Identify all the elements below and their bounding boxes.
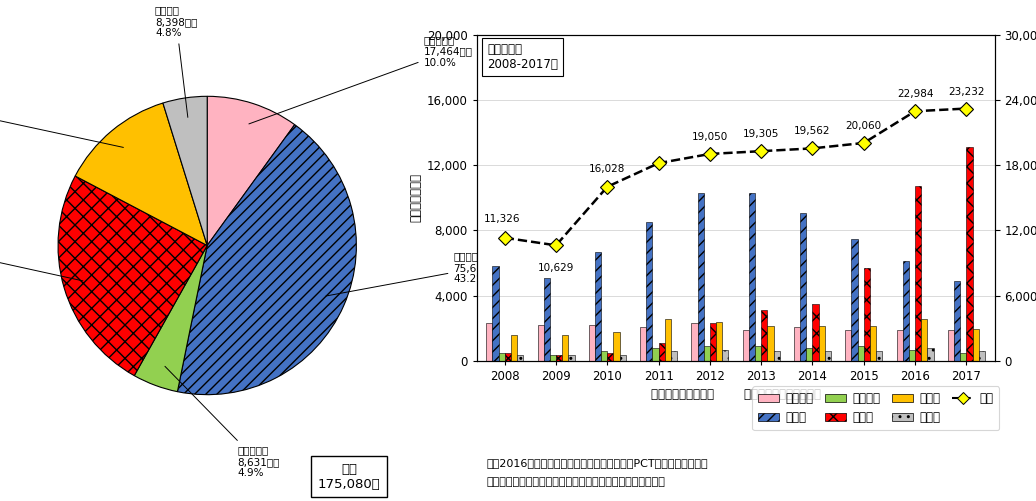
Bar	[806, 348, 812, 361]
Wedge shape	[135, 245, 207, 392]
Bar	[671, 351, 678, 361]
Bar	[870, 326, 876, 361]
Bar	[544, 278, 550, 361]
Text: 中国籍，
43,041件，
24.6%: 中国籍， 43,041件， 24.6%	[0, 236, 83, 281]
Bar	[864, 268, 870, 361]
Bar	[595, 252, 601, 361]
Bar	[979, 351, 985, 361]
Text: 米国籍，
75,678件，
43.2%: 米国籍， 75,678件， 43.2%	[326, 252, 502, 296]
Text: 16,028: 16,028	[589, 164, 626, 174]
Bar	[915, 186, 921, 361]
Bar	[498, 353, 505, 361]
Bar	[973, 329, 979, 361]
Bar	[538, 325, 544, 361]
Bar	[613, 332, 620, 361]
Bar	[646, 222, 653, 361]
Bar	[858, 346, 864, 361]
Text: 20,060: 20,060	[845, 121, 882, 131]
Wedge shape	[163, 96, 207, 245]
Text: 11,326: 11,326	[484, 213, 520, 223]
Text: その他，
8,398件，
4.8%: その他， 8,398件， 4.8%	[155, 5, 198, 117]
Bar	[697, 193, 703, 361]
Bar	[876, 351, 883, 361]
Wedge shape	[177, 125, 356, 395]
Text: 韓国籍，
21,868件，
12.5%: 韓国籍， 21,868件， 12.5%	[0, 95, 123, 147]
Wedge shape	[207, 96, 294, 245]
Text: 注）2016年以降はデータベース収録の遅れ、PCT出願の各国移行の: 注）2016年以降はデータベース収録の遅れ、PCT出願の各国移行の	[487, 458, 709, 468]
Bar	[665, 319, 671, 361]
Bar	[948, 330, 954, 361]
Text: 22,984: 22,984	[897, 89, 933, 99]
Bar	[588, 325, 595, 361]
Bar	[556, 355, 563, 361]
Bar	[902, 262, 909, 361]
Bar	[774, 351, 780, 361]
Bar	[967, 147, 973, 361]
Bar	[761, 310, 768, 361]
Bar	[601, 351, 607, 361]
Bar	[921, 319, 927, 361]
Bar	[755, 346, 761, 361]
Bar	[653, 348, 659, 361]
Text: 19,305: 19,305	[743, 129, 779, 139]
Bar	[505, 353, 511, 361]
Text: 23,232: 23,232	[948, 87, 984, 97]
Text: 日本国籍，
17,464件，
10.0%: 日本国籍， 17,464件， 10.0%	[249, 35, 472, 124]
Bar	[812, 304, 818, 361]
Bar	[818, 326, 825, 361]
Bar	[703, 346, 710, 361]
Bar	[569, 355, 575, 361]
Text: ずれ等で全出願データを反映していない可能性がある。: ずれ等で全出願データを反映していない可能性がある。	[487, 477, 666, 487]
Bar	[722, 350, 728, 361]
Bar	[800, 212, 806, 361]
X-axis label: 出願人国籍（地域）        出願年（優先権主張年）: 出願人国籍（地域） 出願年（優先権主張年）	[651, 388, 821, 401]
Bar	[691, 323, 697, 361]
Bar	[825, 351, 831, 361]
Text: 10,629: 10,629	[538, 263, 574, 273]
Wedge shape	[76, 103, 207, 245]
Bar	[794, 327, 800, 361]
Bar	[749, 193, 755, 361]
Bar	[550, 355, 556, 361]
Bar	[960, 353, 967, 361]
Bar	[511, 336, 517, 361]
Bar	[659, 343, 665, 361]
Bar	[909, 350, 915, 361]
Bar	[927, 348, 933, 361]
Bar	[768, 326, 774, 361]
Bar	[640, 327, 646, 361]
Bar	[710, 323, 716, 361]
Bar	[563, 336, 569, 361]
Text: 欧州国籍，
8,631件，
4.9%: 欧州国籍， 8,631件， 4.9%	[165, 366, 280, 478]
Bar	[716, 323, 722, 361]
Bar	[845, 330, 852, 361]
Bar	[852, 238, 858, 361]
Y-axis label: ファミリー件数: ファミリー件数	[409, 173, 423, 222]
Text: 優先権主張
2008-2017年: 優先権主張 2008-2017年	[487, 43, 557, 71]
Bar	[743, 330, 749, 361]
Text: 19,562: 19,562	[795, 126, 831, 136]
Bar	[517, 355, 523, 361]
Bar	[620, 355, 626, 361]
Text: 19,050: 19,050	[692, 132, 728, 142]
Bar	[492, 267, 498, 361]
Bar	[486, 323, 492, 361]
Legend: 日本国籍, 米国籍, 欧州国籍, 中国籍, 韓国籍, その他, 合計: 日本国籍, 米国籍, 欧州国籍, 中国籍, 韓国籍, その他, 合計	[752, 386, 999, 430]
Wedge shape	[58, 176, 207, 376]
Bar	[607, 353, 613, 361]
Text: 合計
175,080件: 合計 175,080件	[318, 463, 380, 490]
Bar	[896, 330, 902, 361]
Bar	[954, 281, 960, 361]
